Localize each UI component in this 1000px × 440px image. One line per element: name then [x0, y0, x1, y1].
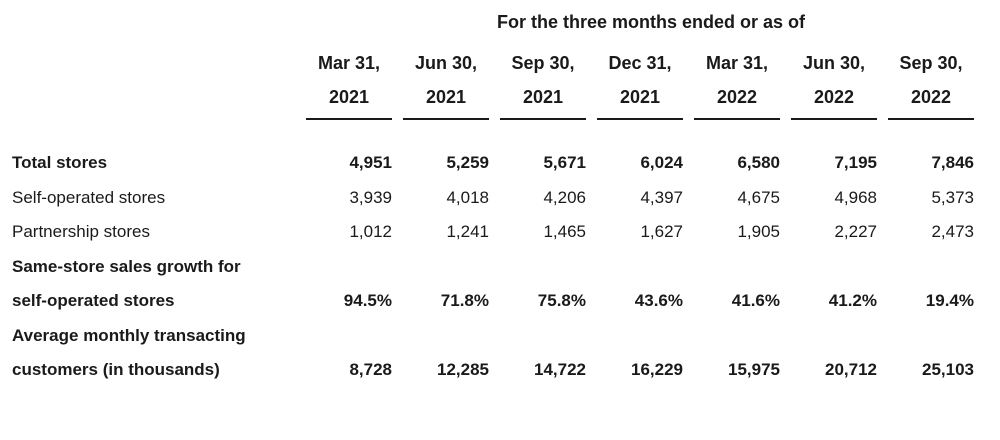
column-header: Sep 30, 2022: [888, 46, 974, 120]
table-cell: 4,951: [349, 153, 392, 172]
table-row: Average monthly transacting: [12, 319, 988, 353]
table-cell: 41.2%: [828, 291, 877, 310]
row-label: Self-operated stores: [12, 188, 166, 207]
row-label: Total stores: [12, 153, 108, 172]
table-cell: 1,465: [543, 222, 586, 241]
column-header-year: 2022: [716, 87, 758, 107]
row-label: self-operated stores: [12, 291, 175, 310]
table-cell: 19.4%: [925, 291, 974, 310]
column-header: Jun 30, 2021: [403, 46, 489, 120]
table-cell: 1,241: [446, 222, 489, 241]
table-cell: 20,712: [825, 360, 877, 379]
table-cell: 94.5%: [343, 291, 392, 310]
column-header-month: Dec 31,: [608, 53, 672, 73]
table-row: self-operated stores 94.5% 71.8% 75.8% 43.6%…: [12, 284, 988, 318]
table-cell: 12,285: [437, 360, 489, 379]
row-label: Same-store sales growth for: [12, 257, 241, 276]
row-label: customers (in thousands): [12, 360, 220, 379]
table-cell: 6,024: [640, 153, 683, 172]
table-cell: 4,397: [640, 188, 683, 207]
table-cell: 4,018: [446, 188, 489, 207]
column-header-year: 2021: [328, 87, 370, 107]
table-cell: 43.6%: [634, 291, 683, 310]
table-cell: 5,259: [446, 153, 489, 172]
table-cell: 14,722: [534, 360, 586, 379]
table-row: customers (in thousands) 8,728 12,285 14,72…: [12, 353, 988, 387]
column-header: Mar 31, 2022: [694, 46, 780, 120]
table-cell: 3,939: [349, 188, 392, 207]
table-cell: 7,846: [931, 153, 974, 172]
table-row: Partnership stores 1,012 1,241 1,465 1,627 1,…: [12, 215, 988, 249]
row-label: Partnership stores: [12, 222, 150, 241]
table-cell: 1,627: [640, 222, 683, 241]
table-cell: 75.8%: [537, 291, 586, 310]
table-row: Total stores 4,951 5,259 5,671 6,024 6,580 7,1…: [12, 146, 988, 180]
table-cell: 4,206: [543, 188, 586, 207]
table-cell: 5,671: [543, 153, 586, 172]
column-header: Dec 31, 2021: [597, 46, 683, 120]
table-cell: 4,968: [834, 188, 877, 207]
table-cell: 25,103: [922, 360, 974, 379]
super-header: For the three months ended or as of: [496, 12, 806, 32]
column-header-month: Jun 30,: [802, 53, 866, 73]
table-cell: 15,975: [728, 360, 780, 379]
table-cell: 7,195: [834, 153, 877, 172]
column-header: Mar 31, 2021: [306, 46, 392, 120]
column-header-month: Sep 30,: [899, 53, 963, 73]
table-cell: 6,580: [737, 153, 780, 172]
column-header-month: Sep 30,: [511, 53, 575, 73]
column-header: Sep 30, 2021: [500, 46, 586, 120]
column-header-month: Mar 31,: [317, 53, 381, 73]
table-cell: 41.6%: [731, 291, 780, 310]
row-label: Average monthly transacting: [12, 326, 246, 345]
column-header-month: Jun 30,: [414, 53, 478, 73]
table-row: Same-store sales growth for: [12, 250, 988, 284]
table-cell: 16,229: [631, 360, 683, 379]
table-cell: 71.8%: [440, 291, 489, 310]
table-cell: 4,675: [737, 188, 780, 207]
table-row: Self-operated stores 3,939 4,018 4,206 4,397…: [12, 181, 988, 215]
table-cell: 2,473: [931, 222, 974, 241]
column-header-month: Mar 31,: [705, 53, 769, 73]
column-header-year: 2021: [425, 87, 467, 107]
table-cell: 2,227: [834, 222, 877, 241]
column-header-year: 2022: [813, 87, 855, 107]
table-cell: 8,728: [349, 360, 392, 379]
table-cell: 1,012: [349, 222, 392, 241]
column-header: Jun 30, 2022: [791, 46, 877, 120]
table-cell: 5,373: [931, 188, 974, 207]
column-header-year: 2022: [910, 87, 952, 107]
column-header-year: 2021: [522, 87, 564, 107]
table-cell: 1,905: [737, 222, 780, 241]
column-header-year: 2021: [619, 87, 661, 107]
